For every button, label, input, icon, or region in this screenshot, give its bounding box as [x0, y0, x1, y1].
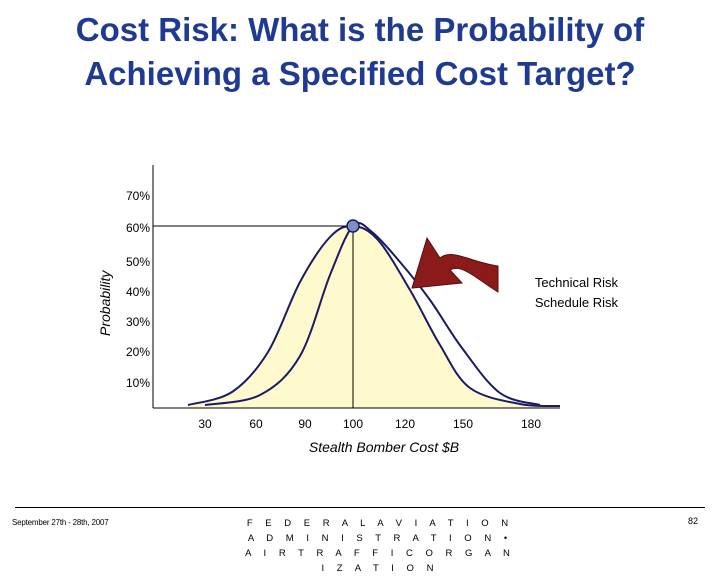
x-tick-label: 90 — [298, 417, 312, 431]
y-tick-label: 20% — [126, 345, 150, 359]
callout-technical-risk: Technical Risk — [535, 275, 619, 290]
y-tick-label: 50% — [126, 255, 150, 269]
x-tick-label: 100 — [343, 417, 363, 431]
x-tick-label: 180 — [521, 417, 541, 431]
y-axis-label: Probability — [97, 270, 113, 336]
callout-schedule-risk: Schedule Risk — [535, 295, 619, 310]
x-tick-label: 120 — [395, 417, 415, 431]
y-tick-label: 30% — [126, 315, 150, 329]
y-tick-label: 10% — [126, 376, 150, 390]
distribution-curve-base — [187, 224, 561, 408]
y-tick-label: 70% — [126, 189, 150, 203]
page-number: 82 — [688, 516, 699, 526]
slide-title-line-2: Achieving a Specified Cost Target? — [84, 55, 636, 92]
peak-marker — [346, 219, 360, 233]
y-tick-label: 40% — [126, 285, 150, 299]
probability-chart: 70%60%50%40%30%20%10%30 60 90 100 120 150 180 … — [97, 165, 619, 455]
x-tick-label: 150 — [453, 417, 473, 431]
footer-date: September 27th - 28th, 2007 — [12, 518, 109, 527]
slide-title: Cost Risk: What is the Probability of Ac… — [0, 8, 720, 96]
distribution-fill — [188, 225, 560, 408]
x-axis-label: Stealth Bomber Cost $B — [309, 439, 459, 455]
x-tick-label: 60 — [249, 417, 263, 431]
footer-divider — [15, 507, 705, 508]
footer-organization: F E D E R A L A V I A T I O N A D M I N … — [245, 518, 515, 574]
x-tick-label: 30 — [198, 417, 212, 431]
slide-title-line-1: Cost Risk: What is the Probability of — [75, 11, 645, 48]
y-tick-label: 60% — [126, 221, 150, 235]
distribution-curve-risk — [204, 222, 541, 406]
callout-arrow — [411, 236, 499, 293]
